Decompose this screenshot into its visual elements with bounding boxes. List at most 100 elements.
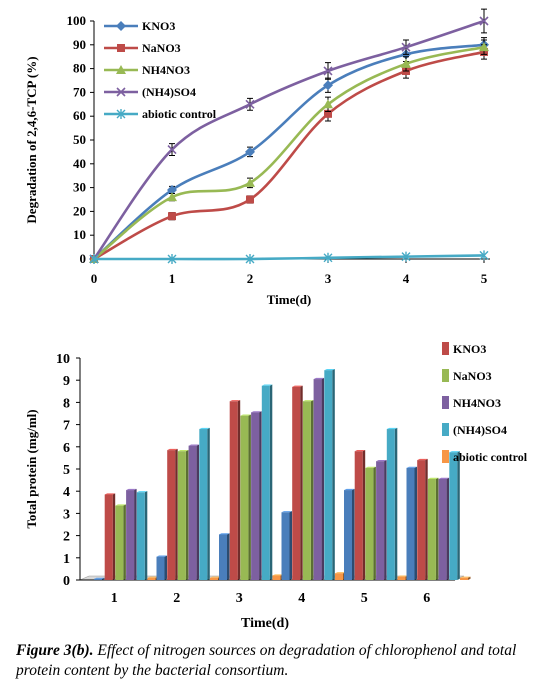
y-tick-label: 8 [63,396,70,411]
y-tick-label: 4 [63,485,70,500]
data-point [167,192,177,202]
bar-side [373,466,376,580]
x-tick-label: 5 [481,271,488,286]
bar-top [126,488,137,491]
bar-front [177,451,186,580]
caption-text: Effect of nitrogen sources on degradatio… [16,642,517,679]
x-tick-label: 4 [298,591,305,606]
data-point [323,80,333,91]
bar-side [123,504,126,580]
bar-side [164,555,167,580]
bar-front [229,401,238,580]
series-line [93,45,485,261]
bar [335,572,346,580]
bar-top [302,400,314,402]
legend-label: abiotic control [142,107,217,121]
legend-swatch [442,342,449,355]
bar-top [354,450,366,452]
bar [240,414,251,580]
bar-side [112,493,116,580]
bar-top [417,458,428,461]
legend-marker [116,87,126,97]
bar [449,451,460,580]
data-point [323,252,333,263]
bar-top [376,460,387,462]
x-tick-label: 2 [173,591,180,606]
y-axis-title: Total protein (mg/ml) [24,409,39,528]
bar-side [384,460,387,580]
legend-label: NaNO3 [453,369,492,383]
bar-top [94,577,105,579]
bar [354,450,366,580]
x-tick-label: 3 [236,591,243,606]
bar-front [376,461,385,580]
x-axis-title: Time(d) [267,292,312,307]
bar-top [460,576,471,578]
bar-front [94,578,102,580]
legend-label: NaNO3 [142,41,181,55]
bar [406,466,417,580]
bar-front [272,575,281,580]
bar-side [414,466,417,580]
bar [397,575,408,580]
bar [313,377,325,580]
bar-top [292,385,303,387]
legend-swatch [442,369,449,382]
bar-front [335,573,343,580]
data-point [167,184,177,195]
legend-label: KNO3 [453,342,486,356]
bar [272,574,283,580]
x-tick-label: 6 [423,591,430,606]
bar [376,460,387,580]
bar-top [104,493,116,495]
bar-front [188,445,197,580]
bar-top [136,491,148,493]
data-point [479,16,489,26]
bar-top [406,466,417,468]
bar-side [310,400,314,580]
bar-side [300,385,303,580]
bar-top [449,451,460,453]
bar-side [259,411,262,580]
bar-front [251,412,260,580]
series-1 [90,44,488,263]
bar [281,511,292,580]
bar-top [261,384,273,386]
bar-front [417,460,426,580]
bar [210,576,221,580]
bar [427,477,439,580]
bar-front [199,429,208,580]
series-line [94,254,485,261]
data-point [167,254,177,264]
series-4 [89,250,489,264]
bar-front [281,512,290,580]
data-point [401,251,411,262]
bar-top [344,488,355,491]
x-tick-label: 1 [111,591,118,606]
legend-label: (NH4)SO4 [142,85,196,99]
bar-front [397,576,406,580]
y-tick-label: 9 [63,374,70,389]
bar [261,384,273,580]
bar [344,488,355,580]
bar-side [185,450,189,580]
bar-front [313,379,322,580]
series-line [93,50,485,261]
legend-swatch [442,423,449,436]
bar-side [446,477,450,580]
bar [417,458,428,580]
bar-front [324,370,333,580]
data-point [246,195,254,204]
bar-front [386,429,395,580]
data-point [479,250,489,261]
data-point [479,42,489,52]
legend-marker [117,44,125,52]
data-point [89,254,99,264]
data-point [401,58,411,68]
bar-side [134,488,137,580]
bar-top [335,572,346,574]
degradation-line-chart: 0 10 20 30 40 50 60 70 80 90 100 0 1 2 3 4 5 Time(d) Degra… [24,8,490,307]
y-tick-label: 2 [63,530,70,545]
legend-marker [116,21,126,31]
